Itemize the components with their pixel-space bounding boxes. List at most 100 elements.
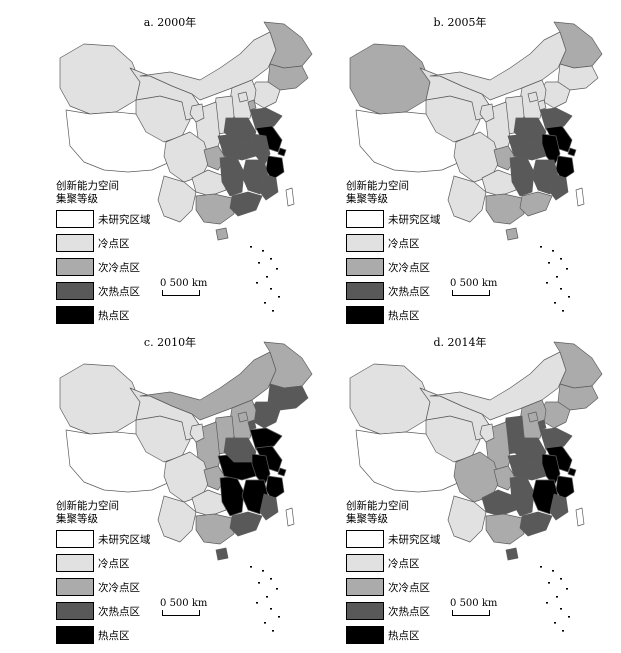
scale-bar-line: [162, 290, 200, 296]
island-mark: [278, 296, 280, 298]
province-tianjin: [247, 419, 257, 431]
map-legend: 创新能力空间 集聚等级 未研究区域 冷点区 次冷点区 次热点区 热点区: [346, 500, 441, 646]
province-guangdong: [519, 191, 553, 217]
province-taiwan: [285, 187, 295, 207]
island-mark: [548, 582, 550, 584]
legend-item: 热点区: [346, 304, 441, 326]
island-mark: [562, 310, 564, 312]
legend-swatch: [346, 530, 384, 548]
legend-title: 创新能力空间 集聚等级: [56, 180, 146, 206]
island-mark: [560, 578, 562, 580]
map-panel-a: a. 2000年 创新能力空间 集聚等级 未研究区域 冷点区 次冷点区 次热点区 热点区…: [20, 10, 320, 330]
legend-swatch: [56, 234, 94, 252]
island-mark: [546, 602, 548, 604]
island-mark: [250, 566, 252, 568]
province-yunnan: [157, 495, 197, 543]
china-map: [349, 21, 603, 312]
legend-swatch: [346, 210, 384, 228]
legend-label: 热点区: [388, 629, 420, 642]
province-yunnan: [447, 495, 487, 543]
legend-label: 次热点区: [98, 605, 140, 618]
island-mark: [266, 596, 268, 598]
province-guangdong: [519, 511, 553, 537]
province-shandong: [539, 427, 573, 451]
legend-item: 次热点区: [346, 600, 441, 622]
province-ningxia: [189, 103, 205, 123]
island-mark: [566, 588, 568, 590]
legend-title-line-1: 创新能力空间: [56, 500, 119, 512]
legend-swatch: [346, 234, 384, 252]
map-panel-b: b. 2005年 创新能力空间 集聚等级 未研究区域 冷点区 次冷点区 次热点区 热点区…: [310, 10, 610, 330]
island-mark: [276, 588, 278, 590]
province-shanghai: [567, 467, 577, 477]
province-beijing: [237, 411, 249, 423]
island-mark: [262, 570, 264, 572]
island-mark: [256, 282, 258, 284]
province-fujian: [549, 493, 569, 521]
province-tianjin: [537, 419, 547, 431]
island-mark: [276, 268, 278, 270]
province-shandong: [249, 107, 283, 131]
province-yunnan: [447, 175, 487, 223]
province-guizhou: [481, 489, 517, 517]
province-guangxi: [195, 193, 235, 225]
map-panel-d: d. 2014年 创新能力空间 集聚等级 未研究区域 冷点区 次冷点区 次热点区 热点区…: [310, 330, 610, 650]
province-fujian: [259, 493, 279, 521]
legend-label: 未研究区域: [388, 533, 441, 546]
china-map: [59, 21, 313, 312]
province-beijing: [527, 91, 539, 103]
province-taiwan: [575, 507, 585, 527]
province-guangdong: [229, 191, 263, 217]
legend-item: 未研究区域: [346, 528, 441, 550]
map-panel-c: c. 2010年 创新能力空间 集聚等级 未研究区域 冷点区 次冷点区 次热点区 热点区…: [20, 330, 320, 650]
province-tianjin: [537, 99, 547, 111]
province-hainan: [215, 227, 229, 241]
scale-distance: 500 km: [459, 278, 498, 289]
province-hainan: [505, 227, 519, 241]
legend-item: 次冷点区: [56, 576, 151, 598]
legend-swatch: [346, 258, 384, 276]
province-guangxi: [485, 193, 525, 225]
province-tianjin: [247, 99, 257, 111]
legend-label: 次热点区: [388, 285, 430, 298]
legend-item: 热点区: [346, 624, 441, 646]
island-mark: [540, 246, 542, 248]
province-guizhou: [481, 169, 517, 197]
legend-swatch: [346, 282, 384, 300]
island-mark: [556, 276, 558, 278]
province-shanghai: [567, 147, 577, 157]
legend-swatch: [56, 258, 94, 276]
legend-swatch: [56, 578, 94, 596]
panel-title: b. 2005年: [433, 16, 487, 29]
province-shandong: [539, 107, 573, 131]
legend-swatch: [56, 554, 94, 572]
island-mark: [270, 258, 272, 260]
legend-swatch: [56, 530, 94, 548]
legend-title: 创新能力空间 集聚等级: [346, 180, 436, 206]
legend-label: 热点区: [98, 629, 130, 642]
province-beijing: [237, 91, 249, 103]
legend-label: 冷点区: [98, 237, 130, 250]
island-mark: [272, 630, 274, 632]
island-mark: [548, 262, 550, 264]
island-mark: [562, 630, 564, 632]
scale-zero: 0: [450, 278, 457, 289]
scale-zero: 0: [160, 278, 167, 289]
legend-title-line-1: 创新能力空间: [346, 180, 409, 192]
scale-distance: 500 km: [169, 598, 208, 609]
map-legend: 创新能力空间 集聚等级 未研究区域 冷点区 次冷点区 次热点区 热点区: [346, 180, 441, 326]
island-mark: [270, 578, 272, 580]
legend-title: 创新能力空间 集聚等级: [346, 500, 436, 526]
province-neimenggu: [139, 31, 277, 101]
legend-item: 热点区: [56, 304, 151, 326]
island-mark: [560, 608, 562, 610]
legend-label: 热点区: [98, 309, 130, 322]
map-legend: 创新能力空间 集聚等级 未研究区域 冷点区 次冷点区 次热点区 热点区: [56, 180, 151, 326]
province-guangdong: [229, 511, 263, 537]
china-map: [349, 341, 603, 632]
province-shanghai: [277, 467, 287, 477]
legend-swatch: [56, 306, 94, 324]
scale-bar-line: [452, 610, 490, 616]
province-zhejiang: [265, 475, 285, 501]
panel-title: d. 2014年: [433, 336, 487, 349]
